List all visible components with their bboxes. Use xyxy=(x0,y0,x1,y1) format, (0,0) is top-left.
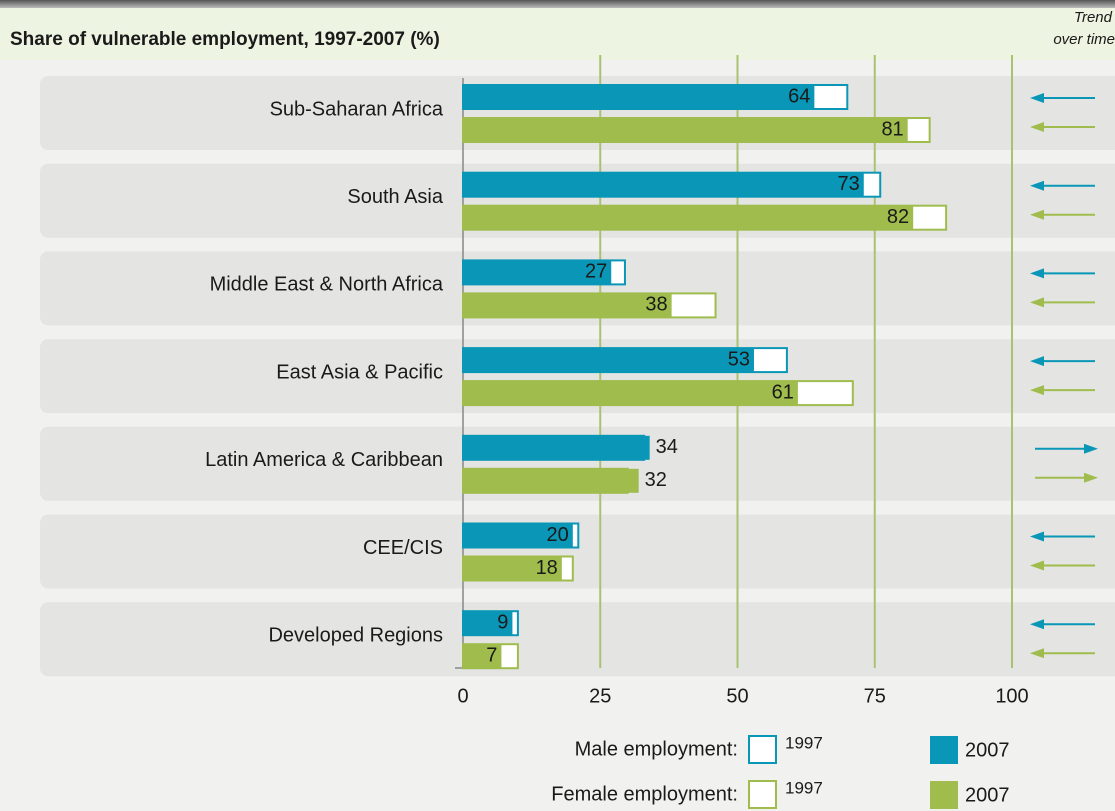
trend-arrowhead xyxy=(1030,385,1044,396)
bar-2007 xyxy=(463,293,672,318)
trend-arrowhead xyxy=(1084,472,1098,483)
legend-swatch xyxy=(748,735,777,764)
top-bar xyxy=(0,0,1115,8)
bar-2007 xyxy=(463,85,815,109)
legend-year: 2007 xyxy=(965,739,1010,761)
row-band xyxy=(40,602,1115,677)
trend-arrowhead xyxy=(1030,297,1044,308)
trend-arrowhead xyxy=(1030,619,1044,630)
trend-arrowhead xyxy=(1084,443,1098,454)
x-tick-label: 25 xyxy=(589,685,611,707)
x-tick-label: 100 xyxy=(995,685,1028,707)
category-label: CEE/CIS xyxy=(363,537,443,559)
trend-arrowhead xyxy=(1030,648,1044,659)
bar-2007 xyxy=(463,468,639,493)
bar-2007 xyxy=(463,611,513,636)
legend-label: Female employment: xyxy=(551,783,738,805)
legend-swatch xyxy=(748,780,777,809)
value-label: 34 xyxy=(656,436,678,458)
bar-2007 xyxy=(463,172,864,197)
trend-label: Trend xyxy=(1074,9,1113,26)
bar-2007 xyxy=(463,435,650,460)
trend-arrowhead xyxy=(1030,560,1044,571)
trend-arrowhead xyxy=(1030,356,1044,367)
header-band xyxy=(0,8,1115,60)
trend-arrowhead xyxy=(1030,268,1044,279)
chart-title: Share of vulnerable employment, 1997-200… xyxy=(10,29,440,50)
trend-arrowhead xyxy=(1030,531,1044,542)
legend-year: 1997 xyxy=(785,778,823,797)
value-label: 38 xyxy=(645,294,667,316)
value-label: 53 xyxy=(728,348,750,370)
bar-2007 xyxy=(463,644,502,669)
trend-arrowhead xyxy=(1030,93,1044,103)
value-label: 81 xyxy=(881,118,903,140)
value-label: 64 xyxy=(788,85,810,107)
value-label: 18 xyxy=(536,557,558,579)
value-label: 73 xyxy=(838,173,860,195)
legend-swatch xyxy=(930,781,958,809)
category-label: Developed Regions xyxy=(268,624,443,646)
trend-arrowhead xyxy=(1030,209,1044,220)
row-band xyxy=(40,514,1115,589)
trend-label: over time xyxy=(1053,31,1115,48)
trend-arrowhead xyxy=(1030,122,1044,132)
category-label: Latin America & Caribbean xyxy=(205,449,443,471)
x-tick-label: 0 xyxy=(457,685,468,707)
bar-2007 xyxy=(463,348,754,373)
value-label: 32 xyxy=(645,469,667,491)
x-tick-label: 50 xyxy=(726,685,748,707)
bar-2007 xyxy=(463,205,914,230)
row-band xyxy=(40,426,1115,501)
category-label: South Asia xyxy=(347,186,444,208)
bar-2007 xyxy=(463,260,612,285)
legend-year: 2007 xyxy=(965,784,1010,806)
value-label: 20 xyxy=(547,524,569,546)
category-label: Middle East & North Africa xyxy=(210,274,444,296)
value-label: 61 xyxy=(772,381,794,403)
bar-2007 xyxy=(463,556,562,581)
bar-2007 xyxy=(463,118,908,142)
legend-label: Male employment: xyxy=(575,738,738,760)
value-label: 7 xyxy=(486,644,497,666)
value-label: 27 xyxy=(585,261,607,283)
legend-year: 1997 xyxy=(785,733,823,752)
category-label: East Asia & Pacific xyxy=(276,361,443,383)
bar-2007 xyxy=(463,523,573,548)
value-label: 82 xyxy=(887,206,909,228)
bar-2007 xyxy=(463,381,798,406)
row-band xyxy=(40,251,1115,326)
x-tick-label: 75 xyxy=(864,685,886,707)
legend-swatch xyxy=(930,736,958,764)
trend-arrowhead xyxy=(1030,180,1044,191)
category-label: Sub-Saharan Africa xyxy=(270,98,444,120)
value-label: 9 xyxy=(497,611,508,633)
